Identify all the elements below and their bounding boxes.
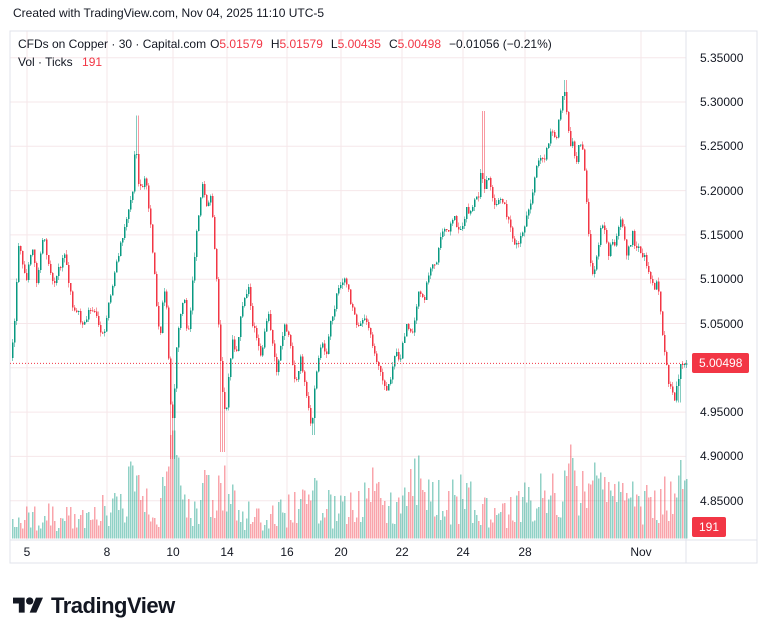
ohlc-label: L [330, 37, 338, 51]
ohlc-values: O5.01579 H5.01579 L5.00435 C5.00498 [210, 37, 441, 51]
time-axis-label: Nov [630, 545, 652, 559]
volume-bars [12, 430, 688, 539]
ohlc-value: 5.01579 [279, 37, 323, 51]
time-axis-label: 8 [103, 545, 111, 559]
symbol-title[interactable]: CFDs on Copper · 30 · Capital.com [18, 37, 207, 51]
price-axis-label: 5.10000 [700, 272, 744, 287]
attribution-text: Created with TradingView.com, Nov 04, 20… [13, 6, 325, 20]
change-value: −0.01056 (−0.21%) [449, 37, 552, 51]
brand-wordmark: TradingView [51, 593, 175, 618]
volume-indicator-label[interactable]: Vol · Ticks [18, 55, 73, 69]
time-axis-label: 10 [166, 545, 180, 559]
price-axis-label: 5.15000 [700, 227, 744, 242]
ohlc-value: 5.00435 [337, 37, 381, 51]
ohlc-value: 5.00498 [397, 37, 442, 51]
time-axis-label: 20 [334, 545, 348, 559]
volume-indicator-value: 191 [82, 55, 103, 69]
price-axis-label: 5.05000 [700, 316, 744, 331]
price-axis-label: 5.30000 [700, 95, 744, 109]
ohlc-label: H [270, 37, 280, 51]
ohlc-value: 5.01579 [219, 37, 263, 51]
tradingview-footer[interactable]: TradingView [13, 593, 175, 619]
time-axis-label: 24 [456, 545, 470, 559]
ohlc-label: O [210, 37, 220, 51]
chart-legend: CFDs on Copper · 30 · Capital.com O5.0157… [18, 37, 552, 69]
time-axis-label: 16 [280, 545, 294, 559]
grid-layer [10, 31, 686, 540]
tradingview-logo-icon [13, 597, 43, 613]
time-axis-label: 5 [23, 545, 31, 559]
ohlc-label: C [388, 37, 398, 51]
price-axis-label: 5.20000 [700, 183, 744, 198]
price-axis-label: 4.90000 [700, 449, 744, 464]
price-axis-label: 4.95000 [700, 405, 744, 420]
volume-badge: 191 [692, 517, 727, 537]
chart-frame [9, 30, 758, 564]
time-axis-label: 28 [518, 545, 532, 559]
price-axis-label: 4.85000 [700, 493, 744, 508]
last-price-badge: 5.00498 [692, 353, 750, 374]
price-axis-label: 5.35000 [700, 50, 744, 65]
price-axis-label: 5.25000 [700, 139, 744, 154]
candlesticks [12, 79, 688, 460]
time-axis-label: 22 [395, 545, 409, 559]
time-axis-label: 14 [220, 545, 234, 559]
